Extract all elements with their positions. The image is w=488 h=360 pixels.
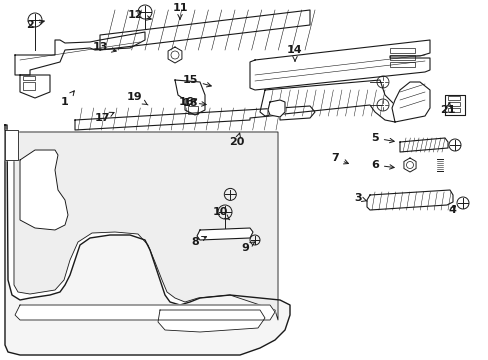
Polygon shape: [20, 75, 50, 98]
Polygon shape: [175, 80, 204, 115]
Polygon shape: [5, 125, 289, 355]
Text: 12: 12: [127, 10, 151, 20]
Polygon shape: [14, 132, 278, 320]
Polygon shape: [158, 310, 264, 332]
Polygon shape: [444, 95, 464, 115]
Text: 3: 3: [353, 193, 366, 203]
Bar: [447, 102, 459, 106]
Polygon shape: [280, 106, 314, 120]
Text: 5: 5: [370, 133, 393, 143]
Text: 16: 16: [178, 97, 206, 107]
Text: 6: 6: [370, 160, 393, 170]
Bar: [447, 108, 459, 112]
Polygon shape: [399, 138, 447, 152]
Polygon shape: [391, 82, 429, 122]
Text: 9: 9: [241, 242, 254, 253]
Polygon shape: [20, 150, 68, 230]
Polygon shape: [15, 32, 145, 75]
Bar: [389, 62, 414, 67]
Text: 1: 1: [61, 91, 74, 107]
Bar: [389, 48, 414, 53]
Bar: [389, 55, 414, 60]
Text: 17: 17: [94, 112, 114, 123]
Text: 13: 13: [92, 42, 116, 52]
Polygon shape: [366, 190, 452, 210]
Text: 19: 19: [127, 92, 148, 105]
Bar: [447, 96, 459, 100]
Text: 20: 20: [229, 133, 244, 147]
Text: 18: 18: [182, 98, 197, 108]
Text: 11: 11: [172, 3, 187, 19]
Bar: [23, 76, 35, 80]
Polygon shape: [197, 228, 252, 240]
Text: 4: 4: [447, 205, 455, 215]
Polygon shape: [100, 10, 309, 50]
Polygon shape: [260, 80, 414, 122]
Text: 15: 15: [182, 75, 211, 87]
Polygon shape: [15, 305, 274, 320]
Text: 14: 14: [286, 45, 302, 61]
Polygon shape: [267, 100, 285, 117]
Text: 2: 2: [26, 20, 44, 30]
Text: 8: 8: [191, 237, 206, 247]
Polygon shape: [5, 130, 18, 160]
Text: 10: 10: [212, 207, 229, 220]
Bar: [23, 82, 35, 90]
Polygon shape: [75, 108, 280, 130]
Bar: [187, 106, 198, 114]
Text: 7: 7: [330, 153, 348, 164]
Text: 21: 21: [439, 102, 455, 115]
Polygon shape: [249, 40, 429, 90]
